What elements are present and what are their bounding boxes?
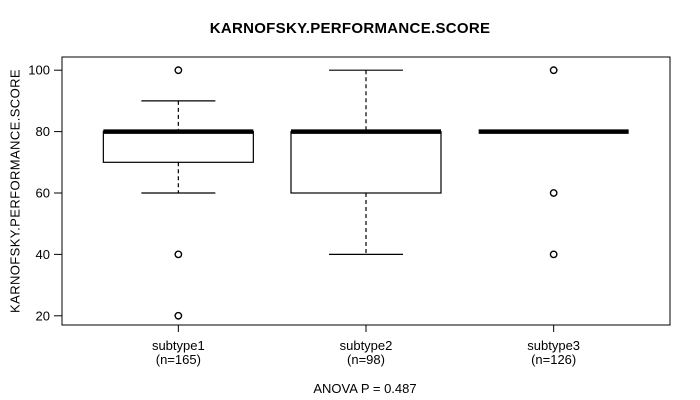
chart-title: KARNOFSKY.PERFORMANCE.SCORE	[209, 20, 491, 37]
y-tick-label: 40	[36, 247, 50, 262]
group-label-subtype3: subtype3	[527, 338, 580, 353]
outlier-point-subtype1	[174, 66, 183, 75]
y-tick-label: 60	[36, 185, 50, 200]
iqr-box-subtype1	[102, 130, 254, 163]
outlier-point-subtype3	[549, 250, 558, 259]
outlier-point-subtype3	[549, 66, 558, 75]
group-label-subtype2: subtype2	[340, 338, 393, 353]
outlier-point-subtype3	[549, 189, 558, 197]
group-n-label-subtype2: (n=98)	[347, 352, 385, 367]
y-tick-label: 20	[36, 308, 50, 323]
group-n-label-subtype1: (n=165)	[156, 352, 201, 367]
y-tick-label: 80	[36, 124, 50, 139]
y-tick-label: 100	[28, 63, 50, 78]
anova-annotation: ANOVA P = 0.487	[313, 381, 417, 396]
group-n-label-subtype3: (n=126)	[531, 352, 576, 367]
outlier-point-subtype1	[174, 311, 183, 320]
group-label-subtype1: subtype1	[152, 338, 205, 353]
outlier-point-subtype1	[174, 250, 183, 259]
iqr-box-subtype2	[290, 130, 442, 194]
